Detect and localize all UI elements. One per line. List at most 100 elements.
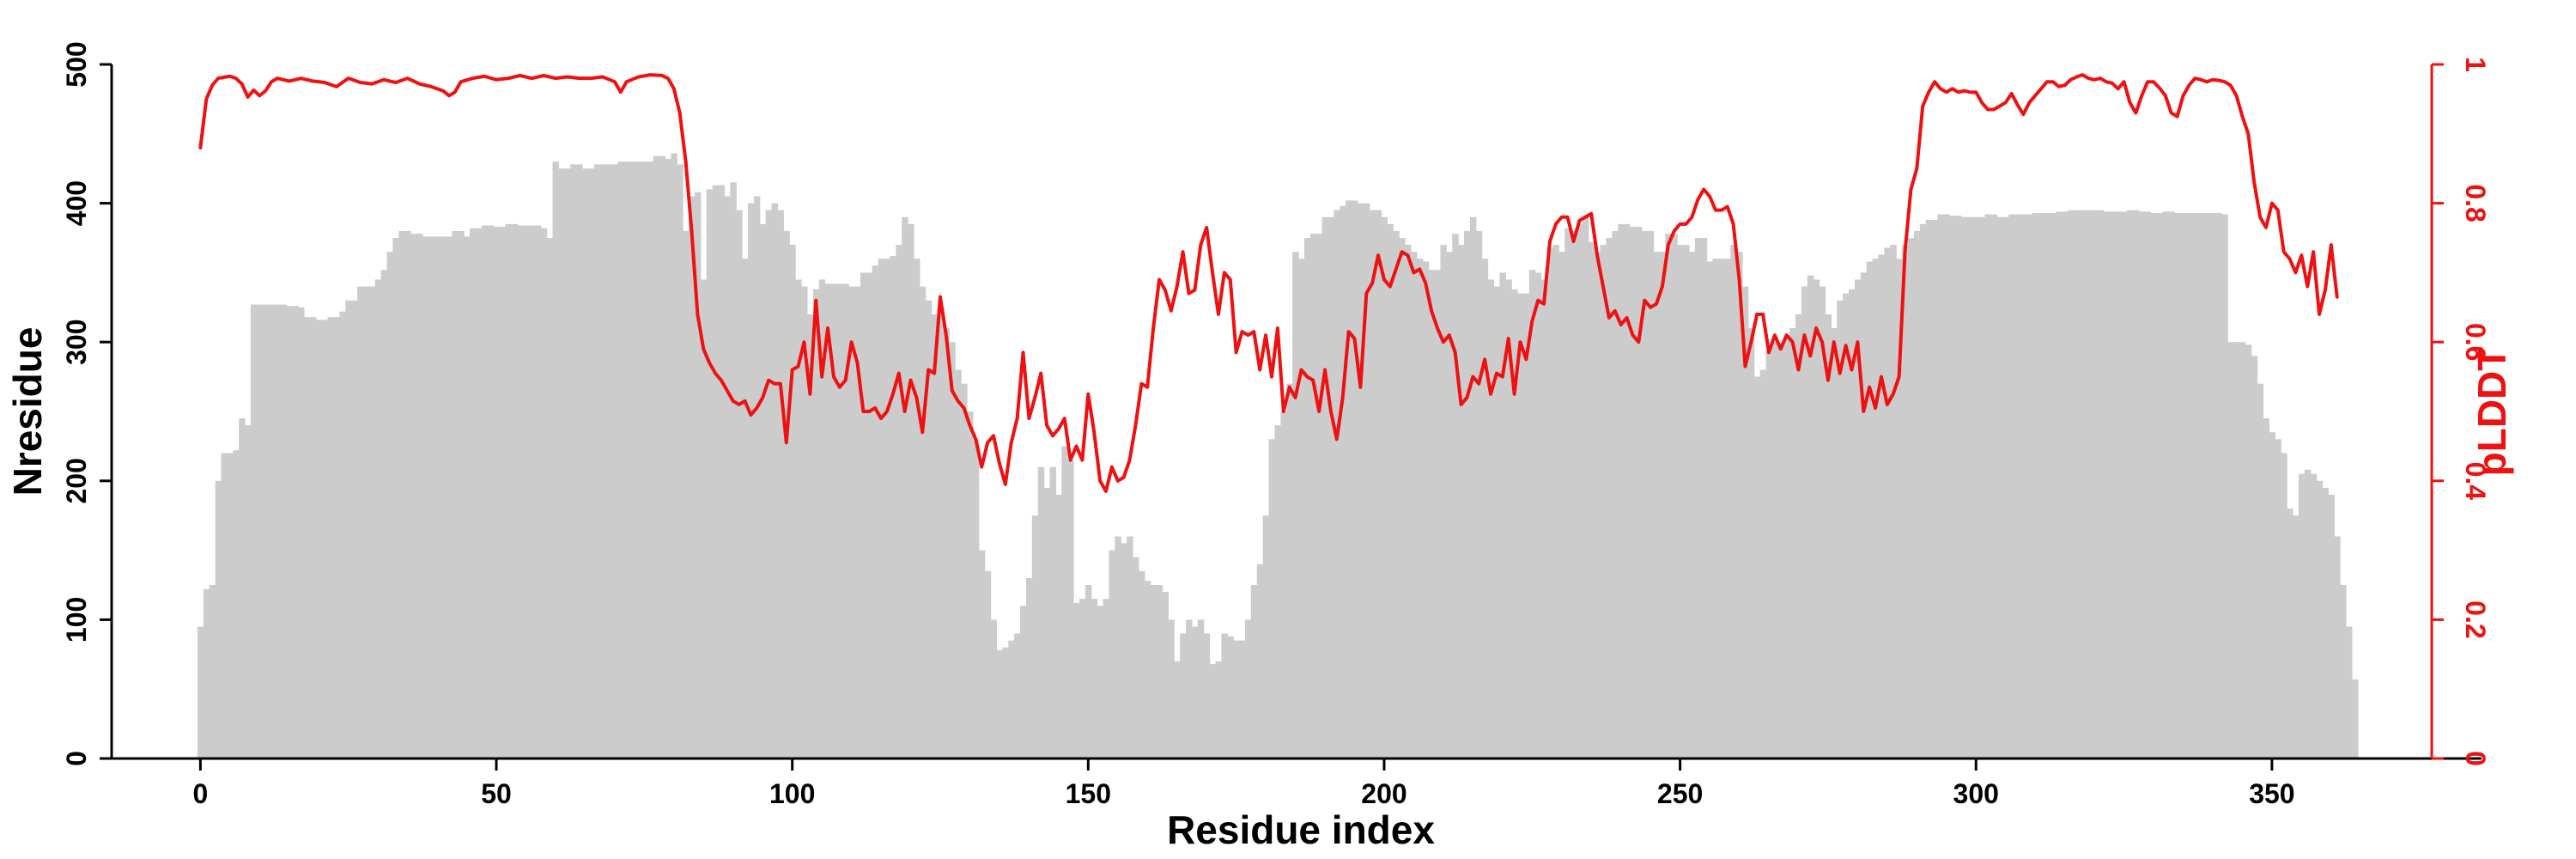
nresidue-bar <box>1109 550 1115 758</box>
nresidue-bar <box>1972 216 1986 758</box>
nresidue-bar <box>1061 446 1068 758</box>
nresidue-bar <box>789 245 796 759</box>
nresidue-bar <box>357 286 364 758</box>
nresidue-bar <box>239 418 246 758</box>
nresidue-bar <box>2293 515 2300 758</box>
nresidue-bars <box>197 153 2359 759</box>
nresidue-bar <box>1138 570 1145 758</box>
nresidue-bar <box>570 164 583 759</box>
nresidue-bar <box>1357 203 1370 759</box>
x-tick-label: 50 <box>481 778 512 809</box>
nresidue-bar <box>730 182 737 759</box>
nresidue-bar <box>937 307 945 758</box>
nresidue-bar <box>2334 536 2341 758</box>
nresidue-bar <box>1825 314 1832 758</box>
nresidue-bar <box>540 228 548 758</box>
axes <box>110 64 2482 760</box>
nresidue-bar <box>2091 210 2105 758</box>
nresidue-bar <box>1511 289 1518 758</box>
x-tick-label: 0 <box>192 778 208 809</box>
nresidue-bar <box>327 317 340 758</box>
nresidue-bar <box>1878 254 1886 758</box>
nresidue-bar <box>990 619 998 758</box>
nresidue-bar <box>818 279 826 759</box>
left-y-tick-label: 0 <box>61 751 92 766</box>
nresidue-bar <box>1540 279 1548 759</box>
nresidue-bar <box>280 304 287 758</box>
left-y-tick-label: 300 <box>61 320 92 365</box>
nresidue-bar <box>1262 515 1270 758</box>
nresidue-bar <box>446 236 453 758</box>
nresidue-bar <box>955 369 962 758</box>
nresidue-bar <box>2227 342 2240 758</box>
nresidue-bar <box>2275 439 2281 758</box>
nresidue-bar <box>700 279 708 759</box>
nresidue-bar <box>2115 211 2128 759</box>
nresidue-bar <box>1517 293 1524 758</box>
nresidue-bar <box>1694 238 1708 758</box>
nresidue-bar <box>2103 211 2116 759</box>
nresidue-bar <box>2044 212 2057 758</box>
nresidue-bar <box>1606 238 1613 758</box>
nresidue-bar <box>771 203 779 759</box>
nresidue-bar <box>1008 640 1015 758</box>
nresidue-bar <box>434 236 447 758</box>
nresidue-bar <box>1274 425 1281 758</box>
plddt-line <box>198 73 2339 493</box>
nresidue-bar <box>2304 469 2312 758</box>
nresidue-bar <box>694 192 702 759</box>
nresidue-bar <box>1340 205 1346 758</box>
nresidue-bar <box>1127 536 1133 758</box>
nresidue-bar <box>581 168 595 758</box>
nresidue-bar <box>1777 342 1784 758</box>
nresidue-bar <box>961 383 968 758</box>
nresidue-bar <box>765 210 773 758</box>
nresidue-bar <box>1055 494 1062 758</box>
nresidue-bar <box>1399 238 1406 758</box>
nresidue-bar <box>1789 328 1796 758</box>
nresidue-bar <box>1475 230 1483 758</box>
nresidue-bar <box>1831 328 1838 758</box>
nresidue-bar <box>2068 210 2081 758</box>
nresidue-bar <box>2322 487 2329 758</box>
nresidue-bar <box>528 225 542 759</box>
nresidue-bar <box>1505 279 1512 759</box>
nresidue-bar <box>2310 473 2318 758</box>
nresidue-bar <box>736 210 743 758</box>
nresidue-bar <box>1043 487 1051 758</box>
nresidue-bar <box>2245 344 2252 758</box>
nresidue-bar <box>896 245 902 759</box>
nresidue-bar <box>1641 230 1655 758</box>
nresidue-bar <box>1795 314 1802 758</box>
nresidue-bar <box>2185 212 2199 758</box>
nresidue-bar <box>517 225 530 759</box>
nresidue-bar <box>345 300 358 759</box>
nresidue-bar <box>1736 252 1743 758</box>
nresidue-bar <box>1168 619 1175 758</box>
nresidue-bar <box>398 230 411 758</box>
nresidue-bar <box>1854 279 1862 759</box>
x-tick-label: 100 <box>769 778 815 809</box>
nresidue-bar <box>1458 245 1465 759</box>
nresidue-bar <box>1753 376 1761 758</box>
nresidue-bar <box>1180 633 1187 758</box>
nresidue-bar <box>724 196 731 758</box>
nresidue-bar <box>1552 245 1559 759</box>
nresidue-bar <box>1925 219 1939 759</box>
nresidue-bar <box>1534 272 1542 758</box>
nresidue-bar <box>1487 279 1495 759</box>
x-tick-label: 150 <box>1066 778 1111 809</box>
nresidue-bar <box>1522 293 1530 758</box>
nresidue-bar <box>1783 335 1790 758</box>
nresidue-bar <box>1469 216 1477 758</box>
nresidue-bar <box>1464 230 1471 758</box>
nresidue-bar <box>1902 245 1909 759</box>
nresidue-bar <box>1422 261 1430 759</box>
nresidue-bar <box>671 153 677 759</box>
nresidue-bar <box>2298 473 2306 758</box>
nresidue-bar <box>777 210 784 758</box>
nresidue-bar <box>860 272 873 758</box>
nresidue-bar <box>286 306 299 758</box>
nresidue-bar <box>1334 210 1340 758</box>
nresidue-bar <box>1949 216 1962 758</box>
